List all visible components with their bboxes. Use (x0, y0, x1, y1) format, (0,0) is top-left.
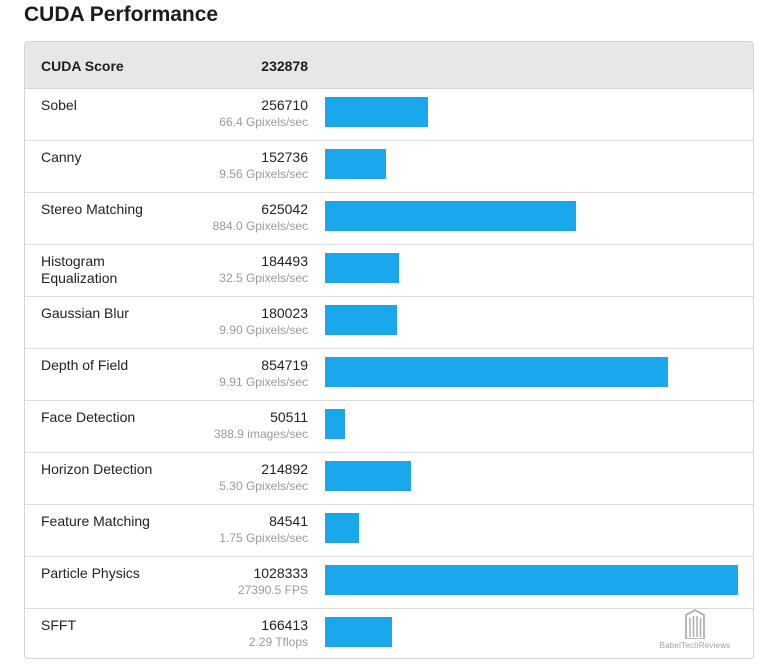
score-bar (325, 565, 738, 595)
test-name: Horizon Detection (41, 461, 153, 477)
test-score: 854719 (261, 357, 308, 373)
test-score: 256710 (261, 97, 308, 113)
test-rate: 388.9 images/sec (213, 427, 308, 441)
test-rate: 9.90 Gpixels/sec (219, 323, 308, 337)
test-row-histogram-equalization: Histogram Equalization 184493 32.5 Gpixe… (25, 245, 753, 297)
test-rate: 27390.5 FPS (237, 583, 308, 597)
test-score: 1028333 (253, 565, 308, 581)
test-rate: 66.4 Gpixels/sec (219, 115, 308, 129)
test-name: Depth of Field (41, 357, 129, 373)
test-name: Gaussian Blur (41, 305, 129, 321)
test-row-feature-matching: Feature Matching 84541 1.75 Gpixels/sec (25, 505, 753, 557)
test-name: Feature Matching (41, 513, 150, 529)
test-score: 214892 (261, 461, 308, 477)
bar-track (325, 305, 738, 335)
score-label: CUDA Score (41, 58, 124, 74)
score-bar (325, 253, 399, 283)
test-row-gaussian-blur: Gaussian Blur 180023 9.90 Gpixels/sec (25, 297, 753, 349)
bar-track (325, 513, 738, 543)
test-score: 50511 (270, 409, 308, 425)
test-row-horizon-detection: Horizon Detection 214892 5.30 Gpixels/se… (25, 453, 753, 505)
score-bar (325, 357, 668, 387)
test-score: 166413 (261, 617, 308, 633)
watermark-text: BabelTechReviews (659, 641, 731, 650)
test-name: Histogram Equalization (41, 253, 118, 286)
test-row-sfft: SFFT 166413 2.29 Tflops (25, 609, 753, 658)
watermark: BabelTechReviews (655, 609, 735, 650)
test-row-face-detection: Face Detection 50511 388.9 images/sec (25, 401, 753, 453)
test-rate: 884.0 Gpixels/sec (212, 219, 308, 233)
test-name: Particle Physics (41, 565, 140, 581)
test-rate: 1.75 Gpixels/sec (219, 531, 308, 545)
test-rate: 32.5 Gpixels/sec (219, 271, 308, 285)
bar-track (325, 149, 738, 179)
test-name: Canny (41, 149, 82, 165)
results-panel: CUDA Score 232878 Sobel 256710 66.4 Gpix… (24, 41, 754, 659)
score-bar (325, 409, 345, 439)
test-row-sobel: Sobel 256710 66.4 Gpixels/sec (25, 89, 753, 141)
test-rate: 9.56 Gpixels/sec (219, 167, 308, 181)
score-value: 232878 (261, 58, 308, 74)
score-header: CUDA Score 232878 (25, 42, 753, 89)
bar-track (325, 461, 738, 491)
score-bar (325, 461, 411, 491)
test-name: SFFT (41, 617, 76, 633)
test-score: 152736 (261, 149, 308, 165)
test-name: Sobel (41, 97, 77, 113)
score-bar (325, 305, 397, 335)
building-icon (685, 609, 705, 639)
test-score: 184493 (261, 253, 308, 269)
test-rate: 2.29 Tflops (248, 635, 308, 649)
test-row-stereo-matching: Stereo Matching 625042 884.0 Gpixels/sec (25, 193, 753, 245)
test-score: 625042 (261, 201, 308, 217)
test-name: Face Detection (41, 409, 136, 425)
test-row-canny: Canny 152736 9.56 Gpixels/sec (25, 141, 753, 193)
bar-track (325, 357, 738, 387)
score-bar (325, 97, 428, 127)
bar-track (325, 201, 738, 231)
test-name: Stereo Matching (41, 201, 143, 217)
test-row-depth-of-field: Depth of Field 854719 9.91 Gpixels/sec (25, 349, 753, 401)
test-score: 84541 (269, 513, 308, 529)
score-bar (325, 513, 359, 543)
score-bar (325, 201, 576, 231)
bar-track (325, 617, 738, 647)
score-bar (325, 149, 386, 179)
bar-track (325, 565, 738, 595)
test-rate: 9.91 Gpixels/sec (219, 375, 308, 389)
test-rate: 5.30 Gpixels/sec (219, 479, 308, 493)
bar-track (325, 253, 738, 283)
test-score: 180023 (261, 305, 308, 321)
test-rows: Sobel 256710 66.4 Gpixels/sec Canny 1527… (25, 89, 753, 658)
bar-track (325, 409, 738, 439)
page-title: CUDA Performance (24, 3, 219, 26)
bar-track (325, 97, 738, 127)
test-row-particle-physics: Particle Physics 1028333 27390.5 FPS (25, 557, 753, 609)
score-bar (325, 617, 392, 647)
